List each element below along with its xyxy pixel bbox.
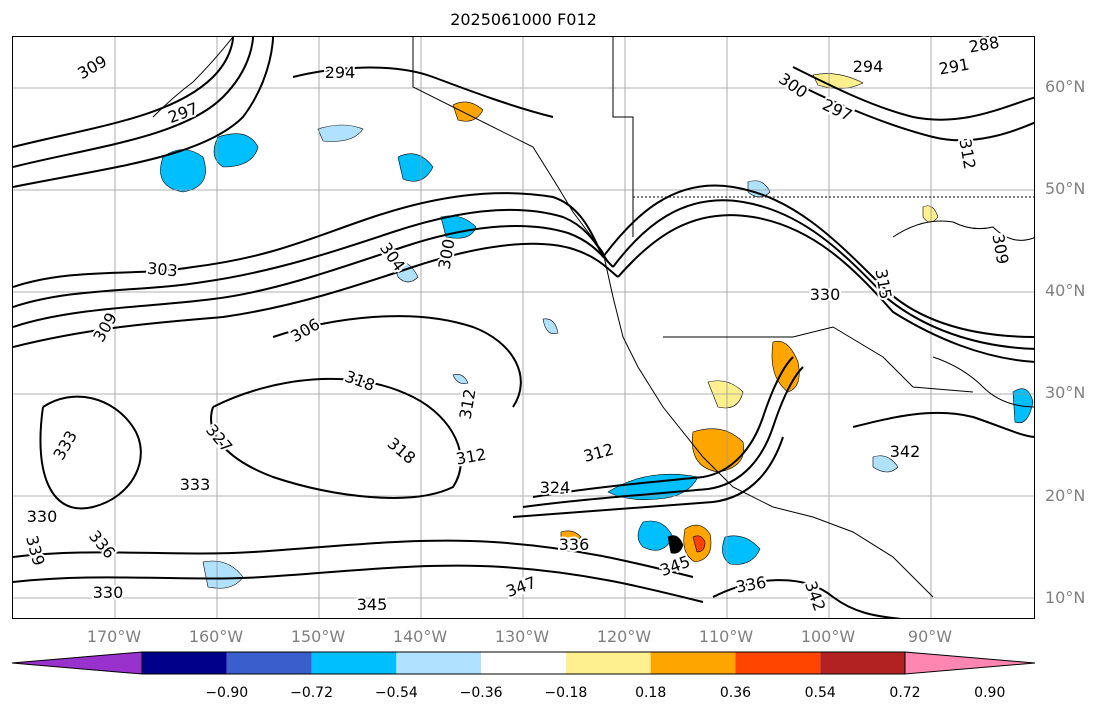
lat-label-10n: 10°N xyxy=(1045,588,1086,607)
shaded-fields xyxy=(160,73,1034,589)
colorbar-segment xyxy=(396,652,482,674)
colorbar-segment xyxy=(735,652,821,674)
colorbar-segment xyxy=(311,652,397,674)
lat-label-20n: 20°N xyxy=(1045,486,1086,505)
colorbar-tick-label: 0.90 xyxy=(974,685,1006,701)
colorbar-extend-low xyxy=(11,651,143,675)
colorbar-tick-label: −0.90 xyxy=(205,685,249,701)
lon-label-90w: 90°W xyxy=(907,627,953,646)
lon-label-100w: 100°W xyxy=(800,627,856,646)
lon-label-160w: 160°W xyxy=(188,627,244,646)
colorbar-segment xyxy=(565,652,651,674)
lon-label-150w: 150°W xyxy=(290,627,346,646)
lon-label-120w: 120°W xyxy=(596,627,652,646)
colorbar-tick-label: 0.54 xyxy=(804,685,836,701)
colorbar-tick-label: −0.36 xyxy=(459,685,503,701)
graticule xyxy=(13,37,1034,618)
colorbar-tick-label: 0.18 xyxy=(635,685,667,701)
lat-label-50n: 50°N xyxy=(1045,179,1086,198)
map-canvas[interactable] xyxy=(13,37,1035,619)
colorbar-segment xyxy=(820,652,905,674)
colorbar-extend-high xyxy=(904,651,1036,675)
geopotential-contours xyxy=(13,37,1034,618)
lat-label-30n: 30°N xyxy=(1045,383,1086,402)
lon-label-170w: 170°W xyxy=(86,627,142,646)
colorbar xyxy=(11,651,1036,675)
colorbar-tick-label: 0.36 xyxy=(719,685,752,701)
map-panel[interactable] xyxy=(12,36,1035,619)
lon-label-130w: 130°W xyxy=(494,627,550,646)
colorbar-tick-label: −0.54 xyxy=(374,685,418,701)
lat-label-60n: 60°N xyxy=(1045,77,1086,96)
lon-label-110w: 110°W xyxy=(698,627,754,646)
colorbar-segment xyxy=(142,652,227,674)
colorbar-segment xyxy=(226,652,312,674)
colorbar-tick-label: −0.18 xyxy=(544,685,588,701)
colorbar-segment xyxy=(481,652,566,674)
colorbar-tick-label: −0.72 xyxy=(290,685,333,701)
colorbar-tick-label: 0.72 xyxy=(889,685,921,701)
map-title: 2025061000 F012 xyxy=(450,10,597,29)
colorbar-segment xyxy=(650,652,736,674)
coastlines xyxy=(152,37,1034,598)
lon-label-140w: 140°W xyxy=(392,627,448,646)
lat-label-40n: 40°N xyxy=(1045,281,1086,300)
